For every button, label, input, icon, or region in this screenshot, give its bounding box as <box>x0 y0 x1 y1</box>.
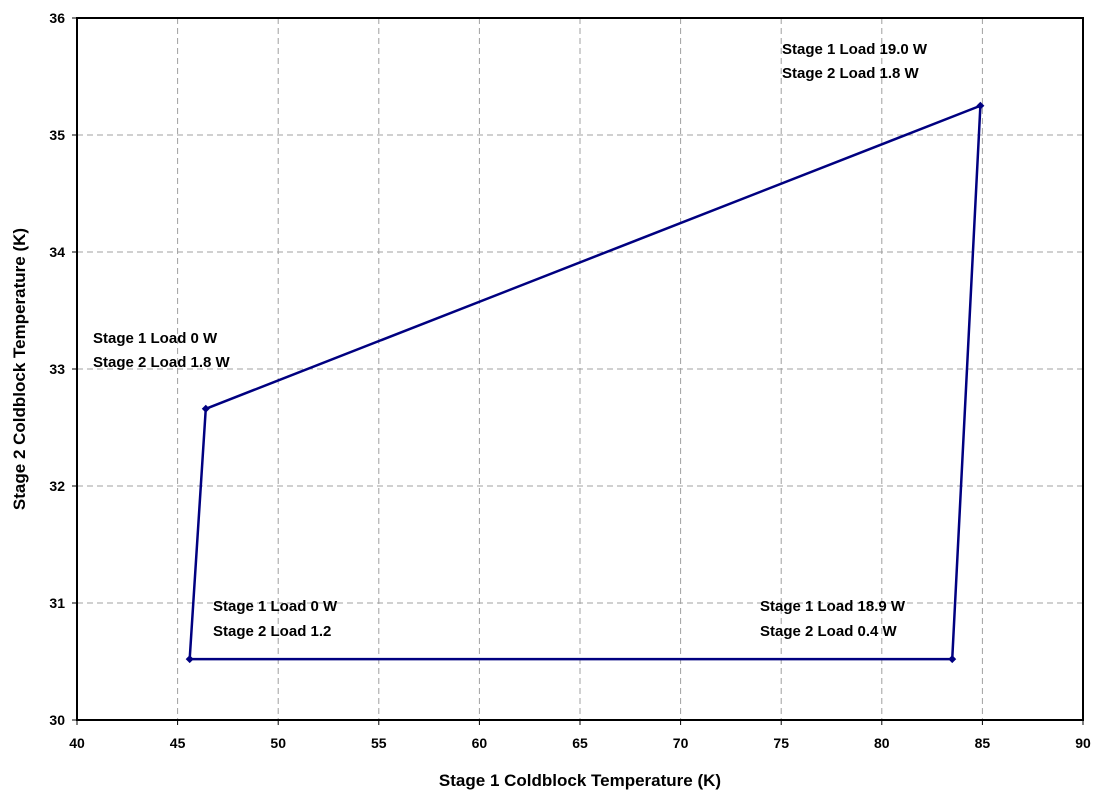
data-point-marker <box>201 404 210 413</box>
data-point-marker <box>185 655 194 664</box>
y-tick-label: 35 <box>49 127 65 143</box>
data-point-marker <box>976 101 985 110</box>
y-tick-labels: 30 31 32 33 34 35 36 <box>49 10 65 728</box>
y-tick-label: 36 <box>49 10 65 26</box>
annotation-bottom-right-line2: Stage 2 Load 0.4 W <box>760 623 898 640</box>
gridlines <box>72 17 1084 725</box>
annotation-bottom-left-line1: Stage 1 Load 0 W <box>213 598 338 615</box>
data-point-marker <box>948 655 957 664</box>
y-tick-label: 33 <box>49 361 65 377</box>
x-tick-label: 40 <box>69 735 85 751</box>
x-axis-title: Stage 1 Coldblock Temperature (K) <box>439 771 721 790</box>
annotation-top-left-line1: Stage 1 Load 0 W <box>93 330 218 347</box>
y-axis-title: Stage 2 Coldblock Temperature (K) <box>10 228 29 510</box>
x-tick-label: 70 <box>673 735 689 751</box>
y-tick-label: 34 <box>49 244 65 260</box>
annotation-bottom-right-line1: Stage 1 Load 18.9 W <box>760 598 906 615</box>
x-tick-label: 90 <box>1075 735 1091 751</box>
x-tick-label: 50 <box>270 735 286 751</box>
annotation-top-left-line2: Stage 2 Load 1.8 W <box>93 354 231 371</box>
annotations: Stage 1 Load 19.0 W Stage 2 Load 1.8 W S… <box>93 41 928 640</box>
x-tick-label: 65 <box>572 735 588 751</box>
y-tick-label: 32 <box>49 478 65 494</box>
y-tick-label: 30 <box>49 712 65 728</box>
x-tick-label: 45 <box>170 735 186 751</box>
annotation-top-right-line2: Stage 2 Load 1.8 W <box>782 65 920 82</box>
x-tick-label: 60 <box>472 735 488 751</box>
data-markers <box>185 101 985 664</box>
x-tick-labels: 40 45 50 55 60 65 70 75 80 85 90 <box>69 735 1091 751</box>
x-tick-label: 75 <box>773 735 789 751</box>
x-tick-label: 55 <box>371 735 387 751</box>
annotation-top-right-line1: Stage 1 Load 19.0 W <box>782 41 928 58</box>
plot-area-border <box>76 17 1084 721</box>
x-tick-label: 85 <box>975 735 991 751</box>
annotation-bottom-left-line2: Stage 2 Load 1.2 <box>213 623 331 640</box>
y-tick-label: 31 <box>49 595 65 611</box>
x-tick-label: 80 <box>874 735 890 751</box>
